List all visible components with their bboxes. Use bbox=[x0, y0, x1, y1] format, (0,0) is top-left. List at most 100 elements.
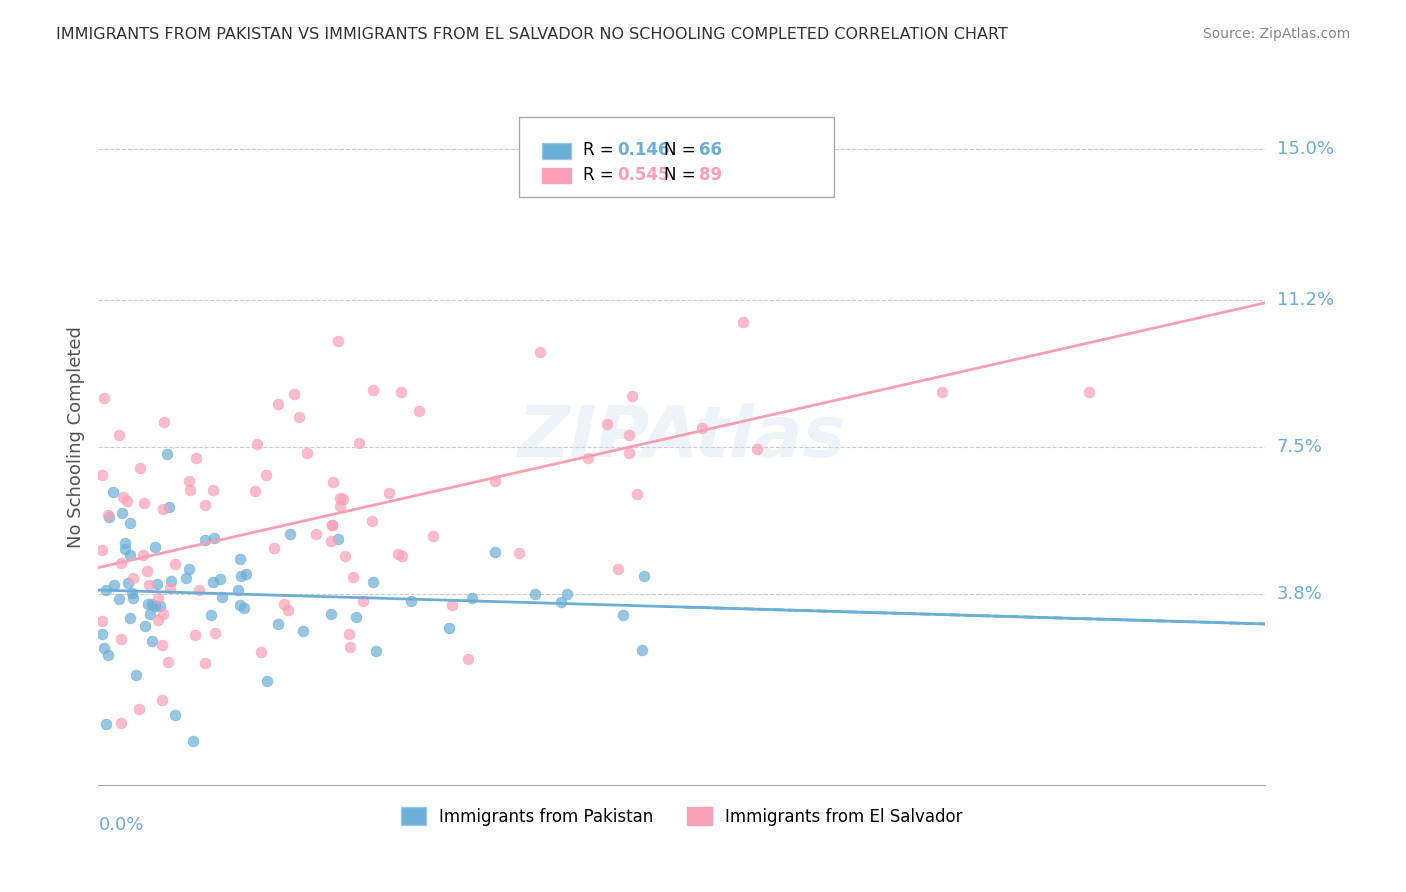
Text: N =: N = bbox=[665, 142, 702, 160]
Point bbox=[576, 451, 599, 466]
Point bbox=[229, 598, 252, 612]
Point bbox=[148, 613, 170, 627]
Point bbox=[931, 385, 953, 400]
Point bbox=[256, 673, 278, 688]
Point bbox=[515, 122, 537, 136]
Point bbox=[107, 591, 129, 606]
Point bbox=[187, 582, 209, 597]
Point bbox=[484, 474, 506, 488]
Point bbox=[461, 591, 484, 605]
Y-axis label: No Schooling Completed: No Schooling Completed bbox=[66, 326, 84, 548]
Point bbox=[94, 583, 117, 598]
Point bbox=[254, 468, 277, 483]
Point bbox=[143, 599, 166, 614]
Point bbox=[321, 533, 343, 548]
Point bbox=[391, 549, 413, 564]
Point bbox=[146, 591, 169, 605]
Point bbox=[177, 474, 200, 488]
Point bbox=[337, 626, 360, 640]
Point bbox=[177, 562, 200, 576]
Point bbox=[295, 446, 318, 460]
Point bbox=[401, 594, 423, 608]
Text: 66: 66 bbox=[699, 142, 723, 160]
Point bbox=[194, 656, 217, 670]
Point bbox=[121, 586, 143, 600]
Point bbox=[152, 502, 174, 516]
Point bbox=[422, 529, 444, 543]
Point bbox=[361, 574, 384, 589]
Point bbox=[209, 572, 232, 586]
Point bbox=[150, 638, 173, 652]
Point bbox=[211, 590, 233, 604]
Point bbox=[621, 389, 644, 403]
Point bbox=[145, 577, 167, 591]
Point bbox=[149, 599, 172, 613]
Point bbox=[332, 492, 354, 507]
Point bbox=[122, 571, 145, 585]
Point bbox=[366, 644, 388, 658]
Point bbox=[152, 415, 174, 429]
Point bbox=[550, 595, 572, 609]
Point bbox=[321, 517, 343, 532]
Point bbox=[110, 556, 132, 570]
Point bbox=[361, 514, 384, 528]
Point bbox=[1078, 385, 1101, 400]
Point bbox=[529, 345, 551, 359]
Point bbox=[267, 617, 290, 632]
Point bbox=[283, 387, 305, 401]
Point bbox=[440, 599, 463, 613]
Point bbox=[157, 655, 180, 669]
Point bbox=[156, 447, 179, 461]
Point bbox=[633, 569, 655, 583]
Text: R =: R = bbox=[582, 142, 619, 160]
Text: 0.0%: 0.0% bbox=[98, 816, 143, 834]
Point bbox=[690, 420, 713, 434]
Point bbox=[245, 483, 267, 498]
Point bbox=[200, 608, 222, 623]
FancyBboxPatch shape bbox=[541, 144, 571, 159]
Point bbox=[596, 417, 619, 432]
Point bbox=[226, 583, 249, 598]
Point bbox=[266, 397, 288, 411]
Point bbox=[352, 594, 374, 608]
Point bbox=[101, 485, 124, 500]
Text: IMMIGRANTS FROM PAKISTAN VS IMMIGRANTS FROM EL SALVADOR NO SCHOOLING COMPLETED C: IMMIGRANTS FROM PAKISTAN VS IMMIGRANTS F… bbox=[56, 27, 1008, 42]
Point bbox=[138, 577, 160, 591]
Point bbox=[322, 475, 344, 489]
Point bbox=[93, 391, 115, 405]
Point bbox=[233, 601, 256, 615]
Point bbox=[91, 614, 114, 628]
Point bbox=[231, 568, 253, 582]
Point bbox=[276, 603, 298, 617]
Point bbox=[263, 541, 285, 556]
Text: 11.2%: 11.2% bbox=[1277, 291, 1334, 309]
Point bbox=[387, 547, 409, 561]
Point bbox=[141, 597, 163, 611]
Point bbox=[97, 508, 120, 522]
Point bbox=[202, 531, 225, 545]
Point bbox=[319, 607, 342, 621]
Text: ZIPAtlas: ZIPAtlas bbox=[517, 402, 846, 472]
Point bbox=[134, 619, 156, 633]
Point bbox=[122, 591, 145, 606]
Point bbox=[181, 734, 204, 748]
Point bbox=[128, 461, 150, 475]
Point bbox=[378, 486, 401, 500]
Text: R =: R = bbox=[582, 167, 619, 185]
Point bbox=[250, 645, 273, 659]
Point bbox=[305, 527, 328, 541]
Point bbox=[292, 624, 315, 639]
Point bbox=[273, 598, 295, 612]
Point bbox=[114, 535, 136, 549]
Point bbox=[329, 499, 352, 513]
Point bbox=[612, 608, 634, 623]
Point bbox=[97, 648, 120, 663]
Point bbox=[389, 384, 412, 399]
Point bbox=[124, 667, 146, 681]
Point bbox=[176, 571, 198, 585]
Point bbox=[163, 707, 186, 722]
Text: 0.146: 0.146 bbox=[617, 142, 671, 160]
Point bbox=[344, 609, 367, 624]
Point bbox=[437, 621, 460, 635]
Point bbox=[111, 506, 134, 520]
